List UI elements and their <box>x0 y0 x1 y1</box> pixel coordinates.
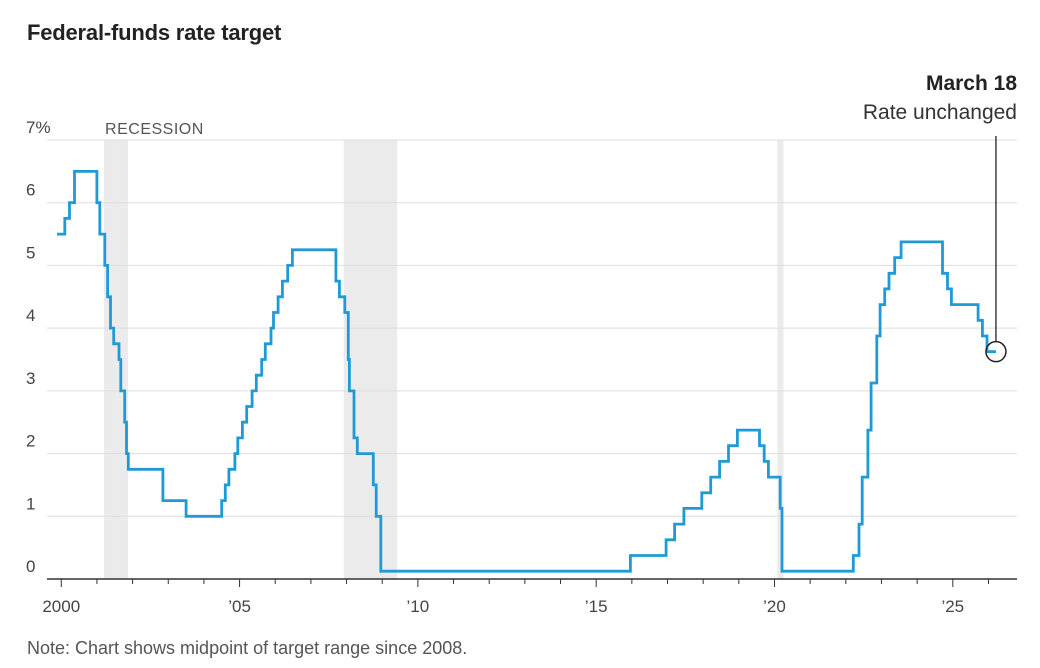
grid-layer <box>47 139 1017 517</box>
y-tick-label: 0 <box>26 557 35 576</box>
x-tick-label: ’05 <box>228 597 251 616</box>
y-tick-label: 5 <box>26 243 35 262</box>
chart-title: Federal-funds rate target <box>27 20 282 45</box>
recession-band-0 <box>104 140 128 579</box>
y-tick-label: 1 <box>26 494 35 513</box>
y-tick-label: 3 <box>26 369 35 388</box>
x-tick-label: ’25 <box>941 597 964 616</box>
annotation-layer <box>985 136 1007 363</box>
recession-band-1 <box>343 140 398 579</box>
x-tick-label: ’15 <box>585 597 608 616</box>
y-tick-label: 7% <box>26 118 51 137</box>
x-tick-label: ’10 <box>407 597 430 616</box>
chart-note: Note: Chart shows midpoint of target ran… <box>27 638 468 658</box>
line-layer <box>57 170 996 573</box>
axis-layer: 0 1 2 3 4 5 6 7% 2000 ’05 ’10 ’15 ’20 ’25 <box>26 118 1017 616</box>
series-line-0 <box>57 170 996 573</box>
recession-layer: RECESSION <box>104 121 784 579</box>
annotation-circle <box>985 340 1007 363</box>
recession-label: RECESSION <box>105 121 204 138</box>
y-tick-label: 2 <box>26 432 35 451</box>
annotation-text: Rate unchanged <box>862 101 1017 124</box>
y-tick-label: 4 <box>26 306 35 325</box>
y-tick-label: 6 <box>26 181 35 200</box>
recession-band-2 <box>777 140 784 579</box>
x-tick-label: ’20 <box>763 597 786 616</box>
annotation-date: March 18 <box>925 72 1017 95</box>
x-tick-label: 2000 <box>42 597 80 616</box>
